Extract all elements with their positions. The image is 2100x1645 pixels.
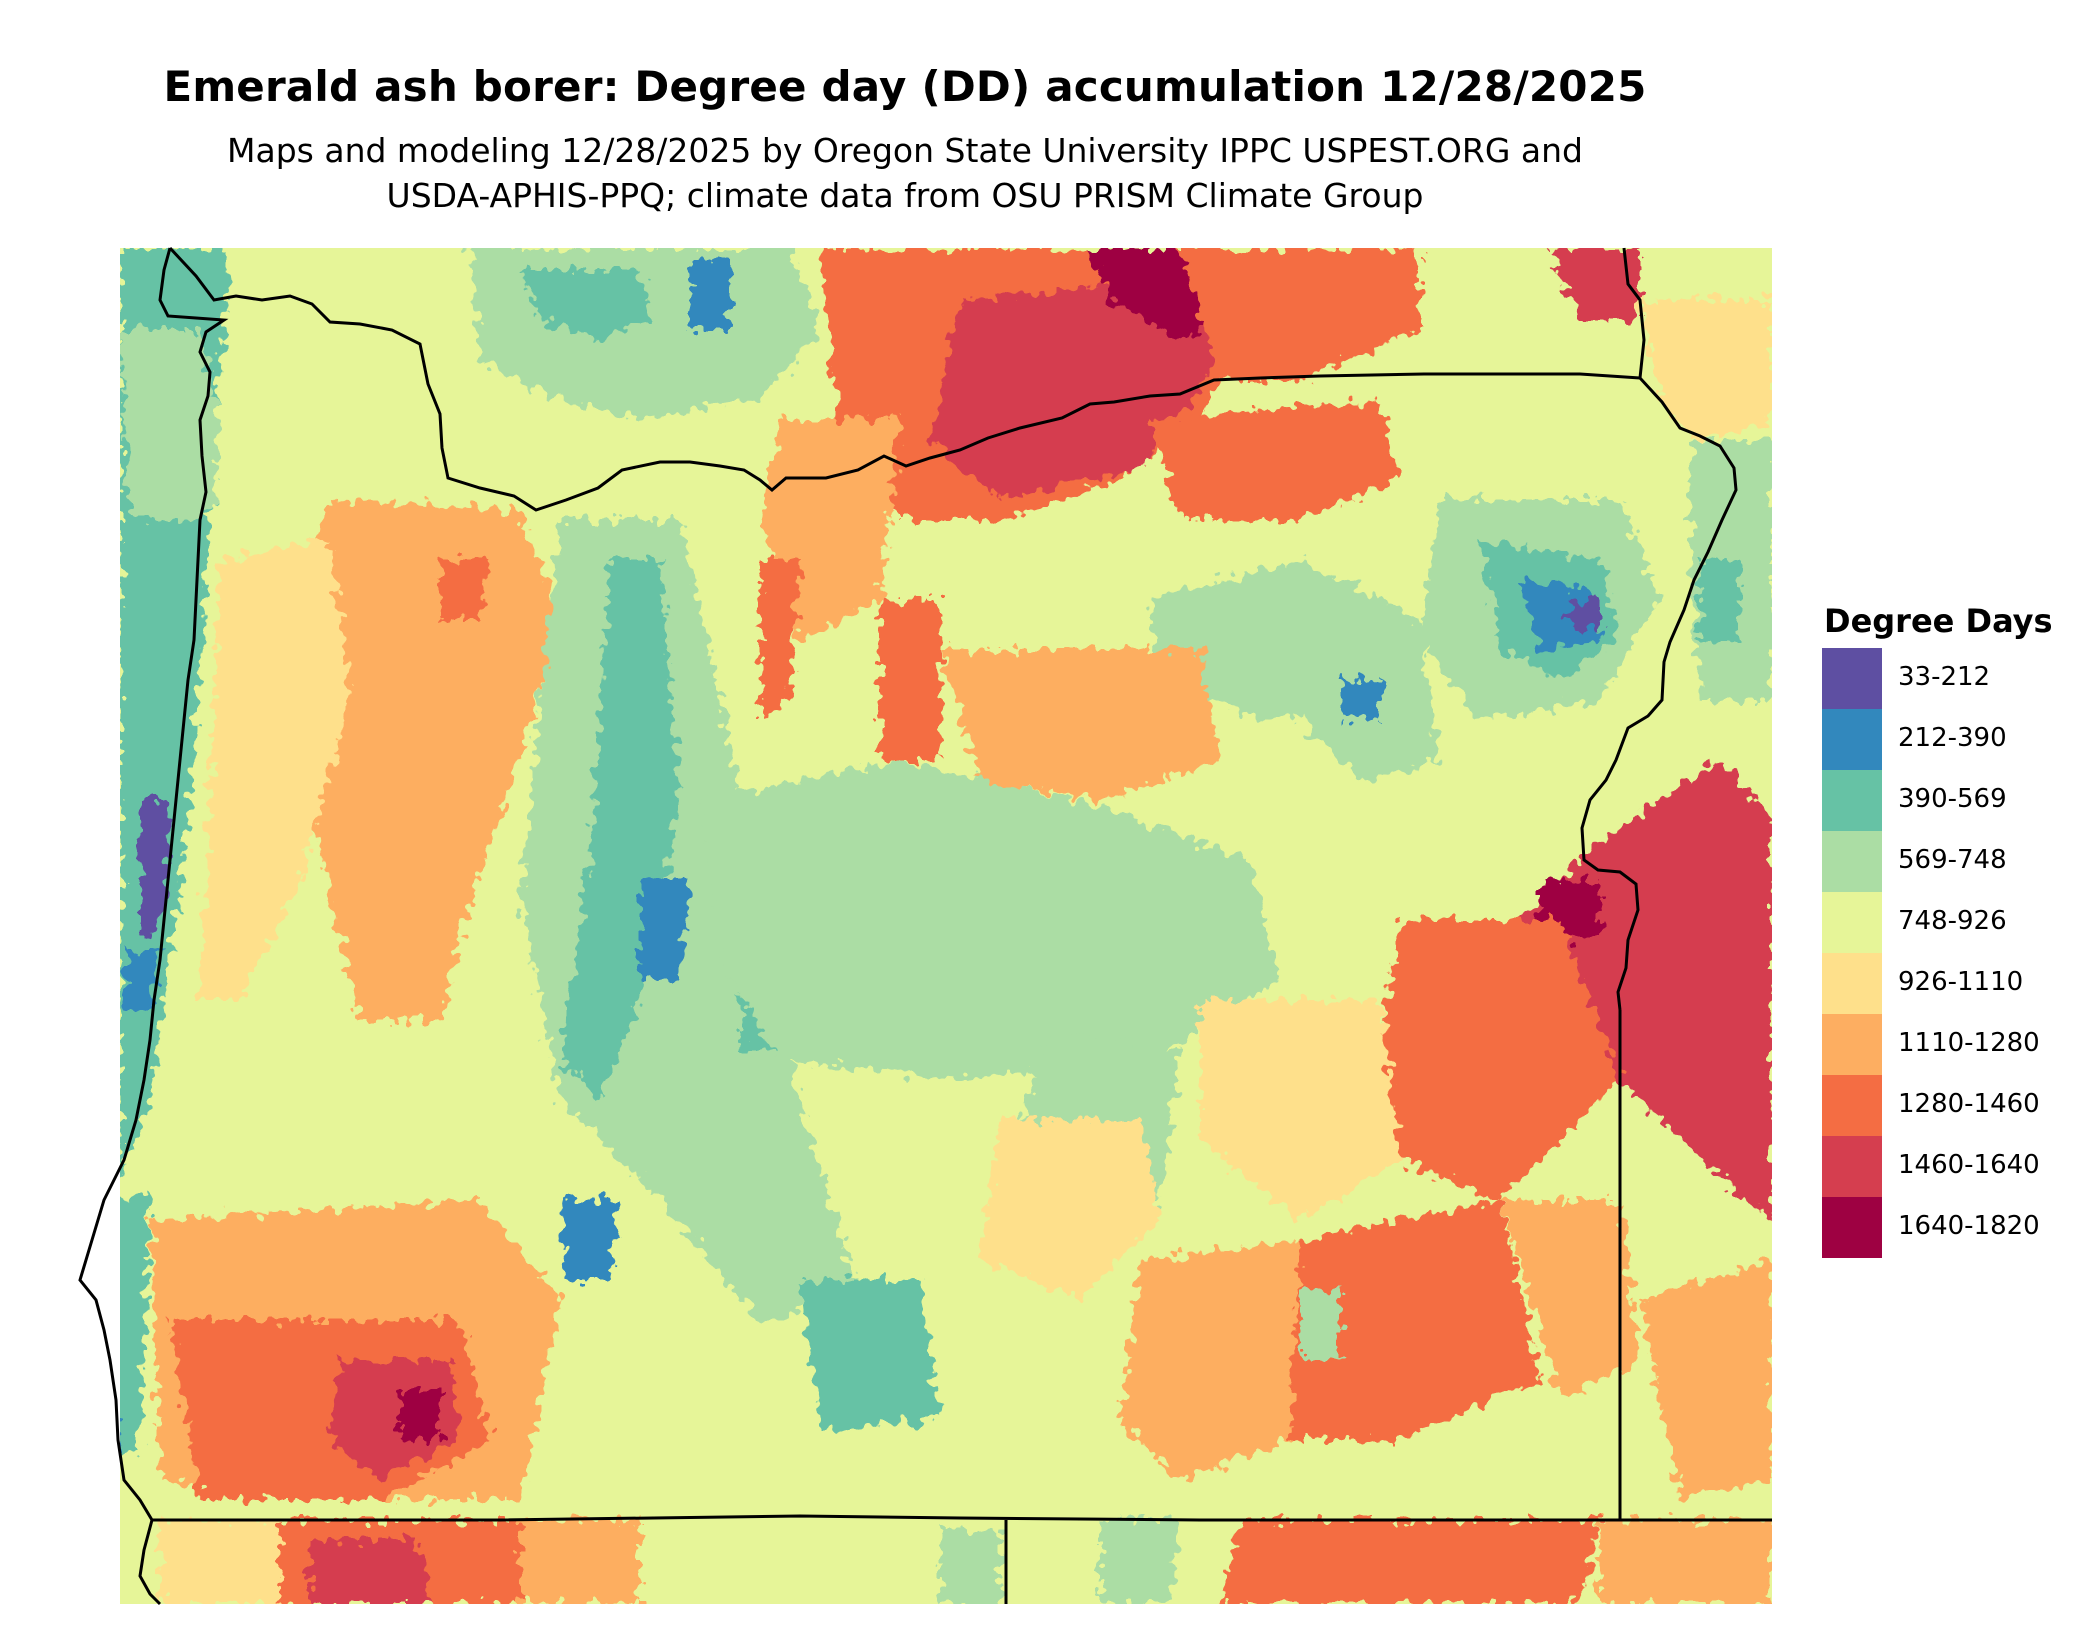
degree-day-zone	[1550, 248, 1640, 320]
degree-day-zone	[140, 800, 170, 940]
legend-swatch	[1822, 1136, 1882, 1197]
degree-day-zone	[290, 500, 560, 1020]
degree-day-zone	[760, 560, 800, 720]
degree-day-zone	[1380, 920, 1620, 1200]
legend-item: 1640-1820	[1822, 1197, 2100, 1258]
degree-day-zone	[120, 330, 220, 520]
legend-item: 33-212	[1822, 648, 2100, 709]
degree-day-zone	[560, 1200, 620, 1280]
degree-day-zone	[520, 1520, 640, 1604]
legend-label: 390-569	[1898, 784, 2007, 814]
legend-title: Degree Days	[1824, 602, 2053, 640]
pacific-coastline	[78, 247, 229, 1606]
degree-day-zone	[640, 880, 690, 980]
degree-day-zone	[800, 1280, 940, 1430]
degree-day-zone	[700, 760, 1280, 1080]
degree-day-zone	[1280, 1200, 1540, 1440]
map-subtitle: Maps and modeling 12/28/2025 by Oregon S…	[0, 128, 1810, 218]
degree-day-zone	[690, 260, 730, 330]
legend-swatch	[1822, 892, 1882, 953]
degree-day-zone	[1640, 1260, 1772, 1500]
degree-day-zone	[930, 280, 1220, 500]
degree-day-zone	[1500, 1200, 1640, 1400]
legend-swatch	[1822, 770, 1882, 831]
legend-label: 1460-1640	[1898, 1150, 2040, 1180]
legend-label: 1640-1820	[1898, 1211, 2040, 1241]
legend-label: 569-748	[1898, 845, 2007, 875]
legend-item: 1110-1280	[1822, 1014, 2100, 1075]
legend-swatch	[1822, 1075, 1882, 1136]
legend-label: 33-212	[1898, 662, 1991, 692]
degree-day-zone	[1150, 400, 1400, 520]
degree-day-zone	[1220, 1520, 1600, 1604]
degree-day-zone	[560, 560, 680, 1100]
legend-item: 212-390	[1822, 709, 2100, 770]
legend-swatch	[1822, 831, 1882, 892]
degree-day-zone	[1300, 1290, 1340, 1360]
southern-border	[152, 1514, 1772, 1522]
snake-river-border	[1580, 247, 1738, 1011]
degree-day-zone	[1340, 680, 1380, 720]
degree-day-zone	[160, 1520, 280, 1604]
degree-day-zone	[940, 1530, 1000, 1604]
legend-label: 926-1110	[1898, 967, 2024, 997]
legend-label: 748-926	[1898, 906, 2007, 936]
degree-day-zone	[1200, 1000, 1400, 1220]
legend-swatch	[1822, 709, 1882, 770]
legend-swatch	[1822, 953, 1882, 1014]
legend-label: 1110-1280	[1898, 1028, 2040, 1058]
legend-item: 1280-1460	[1822, 1075, 2100, 1136]
degree-day-zone	[980, 1120, 1160, 1300]
state-borders	[78, 246, 1772, 1606]
legend-label: 212-390	[1898, 723, 2007, 753]
degree-day-zone	[1100, 1520, 1180, 1604]
degree-day-zone	[1570, 600, 1600, 630]
legend-swatch	[1822, 648, 1882, 709]
degree-day-zone	[1700, 560, 1740, 640]
degree-day-zone	[520, 270, 650, 340]
raster-layer	[120, 248, 1772, 1604]
legend-item: 1460-1640	[1822, 1136, 2100, 1197]
legend-swatch	[1822, 1197, 1882, 1258]
map-title: Emerald ash borer: Degree day (DD) accum…	[163, 62, 1647, 111]
legend-swatch	[1822, 1014, 1882, 1075]
degree-day-zone	[1640, 300, 1772, 440]
legend-item: 569-748	[1822, 831, 2100, 892]
degree-day-zone	[1600, 1520, 1772, 1604]
legend-item: 926-1110	[1822, 953, 2100, 1014]
degree-day-zone	[940, 650, 1220, 800]
degree-day-zone	[400, 1390, 440, 1440]
legend-item: 748-926	[1822, 892, 2100, 953]
degree-day-zone	[1180, 248, 1420, 380]
degree-day-zone	[1520, 760, 1772, 1220]
subtitle-line-1: Maps and modeling 12/28/2025 by Oregon S…	[227, 131, 1583, 170]
degree-day-zone	[310, 1540, 430, 1604]
degree-day-zone	[440, 560, 490, 620]
degree-day-zone	[880, 600, 940, 760]
subtitle-line-2: USDA-APHIS-PPQ; climate data from OSU PR…	[386, 176, 1424, 215]
degree-day-zone	[125, 950, 160, 1010]
legend-label: 1280-1460	[1898, 1089, 2040, 1119]
columbia-river-border	[168, 246, 1641, 512]
degree-day-zones	[120, 248, 1772, 1604]
legend-item: 390-569	[1822, 770, 2100, 831]
degree-day-zone	[1520, 580, 1600, 650]
degree-day-zone	[1120, 1240, 1300, 1480]
degree-day-zone	[200, 540, 350, 1000]
degree-day-zone	[120, 1190, 150, 1457]
